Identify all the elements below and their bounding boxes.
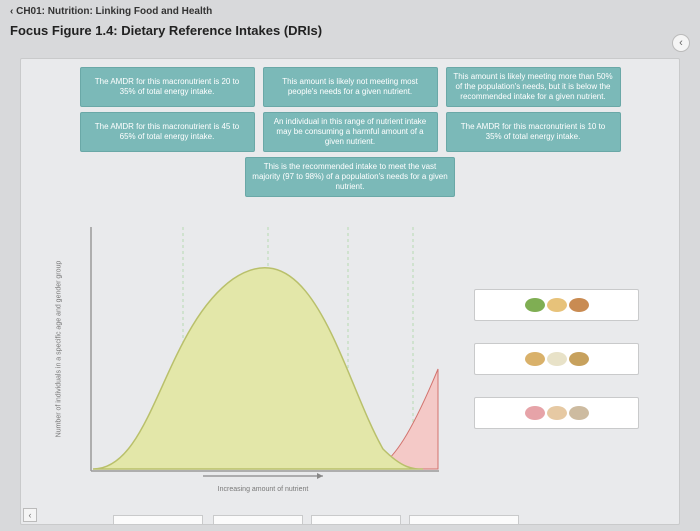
- chart-drop-target-3[interactable]: [409, 515, 519, 525]
- card-recommended-intake[interactable]: This is the recommended intake to meet t…: [245, 157, 455, 197]
- chart-svg: [83, 219, 443, 479]
- draggable-cards-area: The AMDR for this macronutrient is 20 to…: [71, 67, 629, 197]
- grains-icon: [517, 348, 597, 370]
- chart-x-axis-label: Increasing amount of nutrient: [218, 486, 309, 493]
- next-button[interactable]: ‹: [672, 34, 690, 52]
- activity-panel: The AMDR for this macronutrient is 20 to…: [20, 58, 680, 525]
- chevron-left-icon: ‹: [29, 510, 32, 520]
- card-amdr-20-35[interactable]: The AMDR for this macronutrient is 20 to…: [80, 67, 255, 107]
- scroll-left-button[interactable]: ‹: [23, 508, 37, 522]
- chart-drop-target-0[interactable]: [113, 515, 203, 525]
- food-drop-column: [474, 289, 639, 429]
- veggies-icon: [517, 294, 597, 316]
- protein-icon: [517, 402, 597, 424]
- food-item-grains[interactable]: [474, 343, 639, 375]
- chart-drop-target-2[interactable]: [311, 515, 401, 525]
- chart-drop-target-1[interactable]: [213, 515, 303, 525]
- food-item-protein[interactable]: [474, 397, 639, 429]
- page-title: Focus Figure 1.4: Dietary Reference Inta…: [10, 23, 690, 38]
- card-harmful-range[interactable]: An individual in this range of nutrient …: [263, 112, 438, 152]
- food-item-veggies[interactable]: [474, 289, 639, 321]
- chapter-breadcrumb[interactable]: ‹ CH01: Nutrition: Linking Food and Heal…: [10, 6, 690, 17]
- dri-chart: Number of individuals in a specific age …: [83, 219, 443, 479]
- chart-y-axis-label: Number of individuals in a specific age …: [56, 249, 63, 449]
- card-meeting-50pct[interactable]: This amount is likely meeting more than …: [446, 67, 621, 107]
- card-not-meeting[interactable]: This amount is likely not meeting most p…: [263, 67, 438, 107]
- chevron-left-icon: ‹: [679, 37, 683, 49]
- card-amdr-45-65[interactable]: The AMDR for this macronutrient is 45 to…: [80, 112, 255, 152]
- card-amdr-10-35[interactable]: The AMDR for this macronutrient is 10 to…: [446, 112, 621, 152]
